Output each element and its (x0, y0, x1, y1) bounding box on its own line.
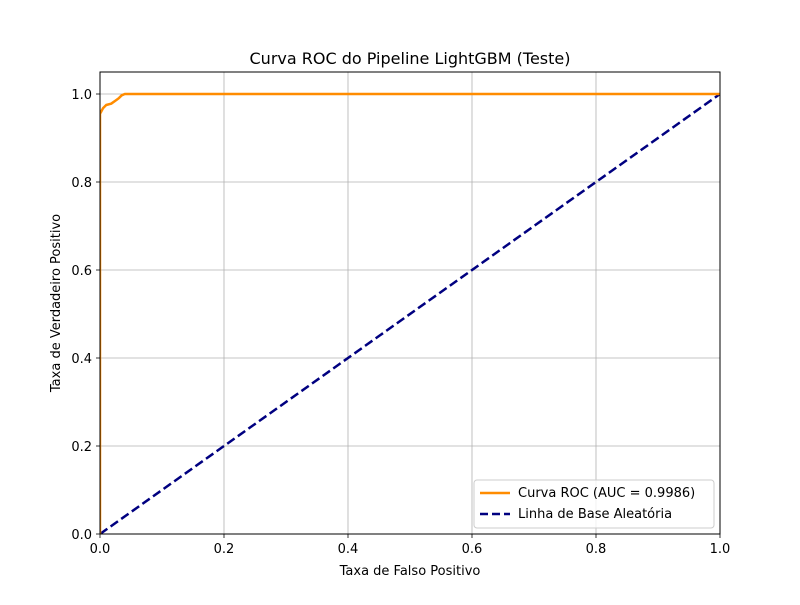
axes-frame (99, 71, 721, 535)
ticks: 0.0 0.2 0.4 0.6 0.8 1.0 0.0 0.2 0.4 0.6 0.8 1.0 (71, 88, 730, 557)
y-tick-label: 0.6 (71, 264, 92, 279)
legend-label-roc: Curva ROC (AUC = 0.9986) (518, 486, 695, 501)
y-tick-label: 0.4 (71, 352, 92, 367)
grid (99, 72, 721, 535)
x-tick-label: 0.0 (90, 542, 111, 557)
x-tick-label: 0.2 (214, 542, 235, 557)
x-tick-label: 0.6 (462, 542, 483, 557)
chart-title: Curva ROC do Pipeline LightGBM (Teste) (250, 49, 571, 68)
y-tick-label: 0.0 (71, 528, 92, 543)
legend-label-baseline: Linha de Base Aleatória (518, 507, 672, 522)
legend: Curva ROC (AUC = 0.9986) Linha de Base A… (473, 479, 715, 529)
y-axis-label: Taxa de Verdadeiro Positivo (49, 214, 64, 393)
series-layer (100, 92, 720, 534)
x-tick-label: 1.0 (710, 542, 731, 557)
roc-curve-line (100, 92, 720, 534)
random-baseline-line (100, 92, 720, 534)
y-tick-label: 0.8 (71, 176, 92, 191)
y-tick-label: 1.0 (71, 88, 92, 103)
x-tick-label: 0.8 (586, 542, 607, 557)
x-axis-label: Taxa de Falso Positivo (339, 564, 481, 579)
x-tick-label: 0.4 (338, 542, 359, 557)
y-tick-label: 0.2 (71, 440, 92, 455)
legend-frame (473, 479, 715, 529)
